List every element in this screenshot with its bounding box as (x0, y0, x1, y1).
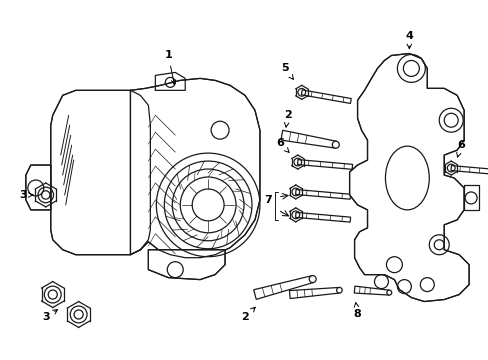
Polygon shape (353, 286, 389, 295)
Polygon shape (26, 165, 51, 210)
Text: 6: 6 (456, 140, 464, 157)
Text: 6: 6 (275, 138, 288, 152)
Polygon shape (297, 159, 352, 169)
Text: 7: 7 (264, 195, 271, 205)
Polygon shape (148, 250, 224, 280)
Text: 1: 1 (164, 50, 175, 85)
Polygon shape (51, 90, 150, 255)
Ellipse shape (332, 141, 339, 148)
Polygon shape (349, 54, 468, 302)
Polygon shape (450, 166, 488, 175)
Text: 2: 2 (241, 307, 255, 323)
Polygon shape (253, 276, 313, 300)
Text: 5: 5 (281, 63, 293, 79)
Polygon shape (281, 130, 336, 148)
Polygon shape (295, 212, 350, 222)
Text: 2: 2 (284, 110, 291, 127)
Polygon shape (130, 78, 260, 258)
Text: 8: 8 (353, 303, 361, 319)
Text: 3: 3 (19, 190, 33, 200)
Ellipse shape (336, 287, 342, 293)
Polygon shape (301, 90, 350, 103)
Text: 4: 4 (405, 31, 412, 49)
Text: 3: 3 (42, 310, 58, 323)
Polygon shape (295, 189, 350, 199)
Ellipse shape (308, 276, 316, 283)
Ellipse shape (386, 290, 391, 295)
Polygon shape (289, 287, 339, 298)
